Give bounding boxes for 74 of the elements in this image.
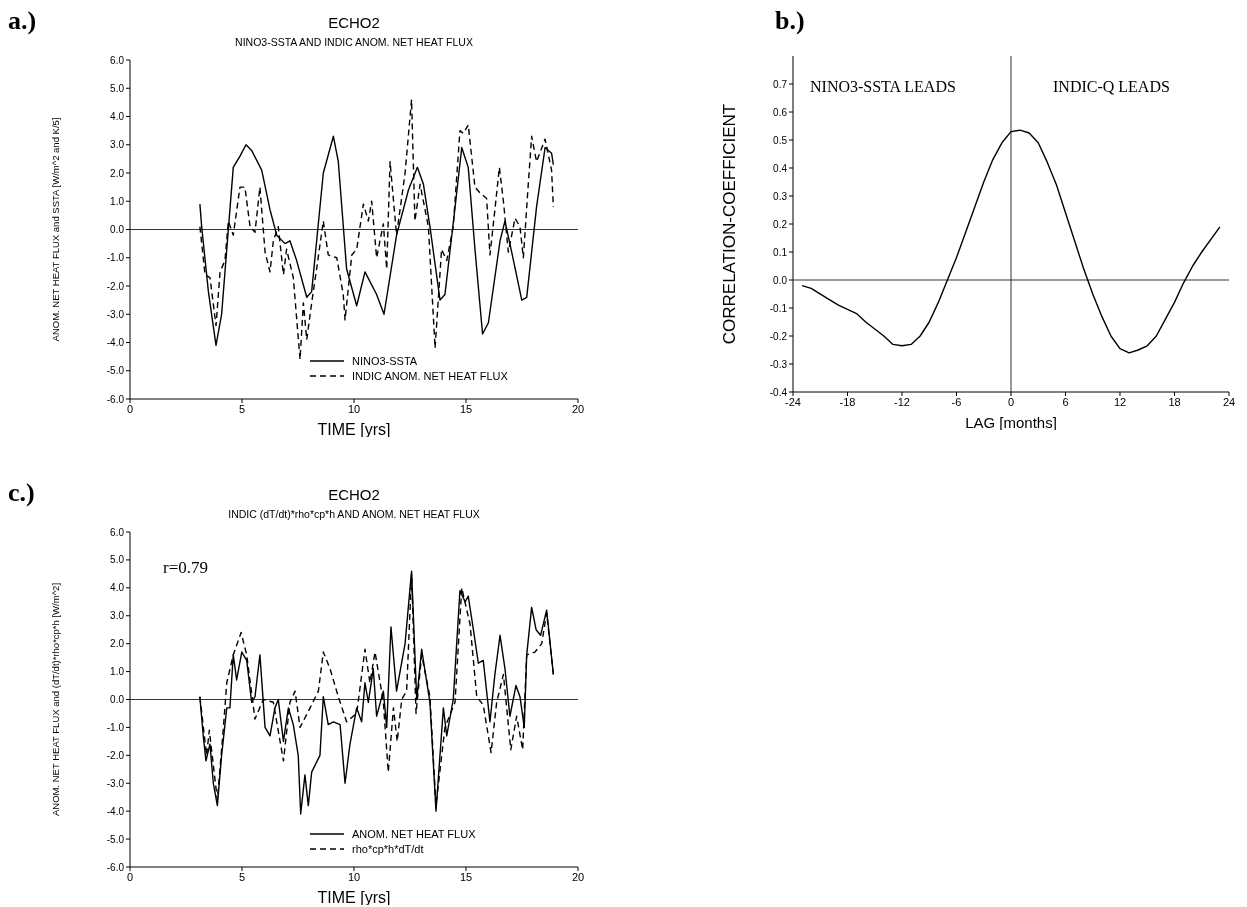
annotation: r=0.79 bbox=[163, 558, 208, 578]
x-tick-label: 20 bbox=[571, 870, 585, 883]
y-tick-label: 0.0 bbox=[110, 224, 125, 236]
legend-label: rho*cp*h*dT/dt bbox=[352, 842, 424, 855]
y-tick-label: 6.0 bbox=[110, 54, 125, 66]
y-axis-title: CORRELATION-COEFFICIENT bbox=[720, 103, 740, 345]
y-tick-label: -2.0 bbox=[106, 749, 125, 761]
chart-title: ECHO2 bbox=[327, 486, 381, 503]
y-tick-label: 0.2 bbox=[773, 218, 788, 230]
x-tick-label: -12 bbox=[894, 395, 910, 408]
chart-subtitle: NINO3-SSTA AND INDIC ANOM. NET HEAT FLUX bbox=[234, 36, 474, 48]
x-tick-label: 20 bbox=[571, 402, 585, 415]
y-tick-label: -0.4 bbox=[769, 386, 788, 398]
x-tick-label: 0 bbox=[126, 870, 134, 883]
x-tick-label: -24 bbox=[785, 395, 801, 408]
y-tick-label: -1.0 bbox=[106, 252, 125, 264]
y-tick-label: -5.0 bbox=[106, 833, 125, 845]
y-tick-label: 4.0 bbox=[110, 582, 125, 594]
x-tick-label: 6 bbox=[1062, 395, 1069, 408]
y-tick-label: 0.1 bbox=[773, 246, 788, 258]
annotation: INDIC-Q LEADS bbox=[1053, 78, 1170, 96]
text: b.) bbox=[775, 6, 805, 36]
y-tick-label: 0.0 bbox=[773, 274, 788, 286]
x-tick-label: 15 bbox=[459, 870, 473, 883]
x-tick-label: 10 bbox=[347, 870, 361, 883]
x-tick-label: 5 bbox=[238, 402, 246, 415]
y-tick-label: -0.1 bbox=[769, 302, 788, 314]
y-tick-label: -3.0 bbox=[106, 308, 125, 320]
x-tick-label: 10 bbox=[347, 402, 361, 415]
y-tick-label: 5.0 bbox=[110, 82, 125, 94]
y-tick-label: 0.5 bbox=[773, 134, 788, 146]
chart-subtitle: INDIC (dT/dt)*rho*cp*h AND ANOM. NET HEAT FLUX bbox=[227, 508, 481, 520]
y-tick-label: 6.0 bbox=[110, 526, 125, 538]
y-tick-label: -1.0 bbox=[106, 721, 125, 733]
legend-label: NINO3-SSTA bbox=[352, 354, 418, 367]
x-tick-label: -6 bbox=[951, 395, 962, 408]
y-tick-label: 0.6 bbox=[773, 106, 788, 118]
y-tick-label: -4.0 bbox=[106, 337, 125, 349]
y-tick-label: -0.2 bbox=[769, 330, 788, 342]
x-tick-label: 18 bbox=[1168, 395, 1181, 408]
annotation: NINO3-SSTA LEADS bbox=[810, 78, 956, 96]
chart-title: ECHO2 bbox=[327, 14, 381, 31]
y-tick-label: -6.0 bbox=[106, 393, 125, 405]
x-tick-label: -18 bbox=[839, 395, 856, 408]
y-tick-label: 3.0 bbox=[110, 610, 125, 622]
y-axis-title: ANOM. NET HEAT FLUX and (dT/dt)*rho*cp*h [W/m^2] bbox=[50, 582, 62, 817]
y-axis-title: ANOM. NET HEAT FLUX and SSTA [W/m^2 and K/5] bbox=[50, 117, 62, 342]
x-tick-label: 0 bbox=[1007, 395, 1015, 408]
x-tick-label: 5 bbox=[238, 870, 246, 883]
y-tick-label: 1.0 bbox=[110, 666, 125, 678]
y-tick-label: 0.3 bbox=[773, 190, 788, 202]
text: a.) bbox=[8, 6, 37, 36]
y-tick-label: -5.0 bbox=[106, 365, 125, 377]
legend-label: ANOM. NET HEAT FLUX bbox=[352, 827, 476, 840]
x-tick-label: 0 bbox=[126, 402, 134, 415]
y-tick-label: -4.0 bbox=[106, 805, 125, 817]
y-tick-label: 0.7 bbox=[773, 78, 788, 90]
y-tick-label: 0.0 bbox=[110, 694, 125, 706]
y-tick-label: -2.0 bbox=[106, 280, 125, 292]
x-tick-label: 24 bbox=[1222, 395, 1236, 408]
y-tick-label: 1.0 bbox=[110, 195, 125, 207]
x-tick-label: 15 bbox=[459, 402, 473, 415]
y-tick-label: 4.0 bbox=[110, 111, 125, 123]
y-tick-label: 2.0 bbox=[110, 638, 125, 650]
y-tick-label: 2.0 bbox=[110, 167, 125, 179]
y-tick-label: -3.0 bbox=[106, 777, 125, 789]
text: c.) bbox=[8, 478, 35, 508]
y-tick-label: 3.0 bbox=[110, 139, 125, 151]
x-tick-label: 12 bbox=[1113, 395, 1127, 408]
legend-label: INDIC ANOM. NET HEAT FLUX bbox=[352, 369, 508, 382]
y-tick-label: -0.3 bbox=[769, 358, 788, 370]
y-tick-label: 0.4 bbox=[773, 162, 788, 174]
y-tick-label: -6.0 bbox=[106, 861, 125, 873]
y-tick-label: 5.0 bbox=[110, 554, 125, 566]
